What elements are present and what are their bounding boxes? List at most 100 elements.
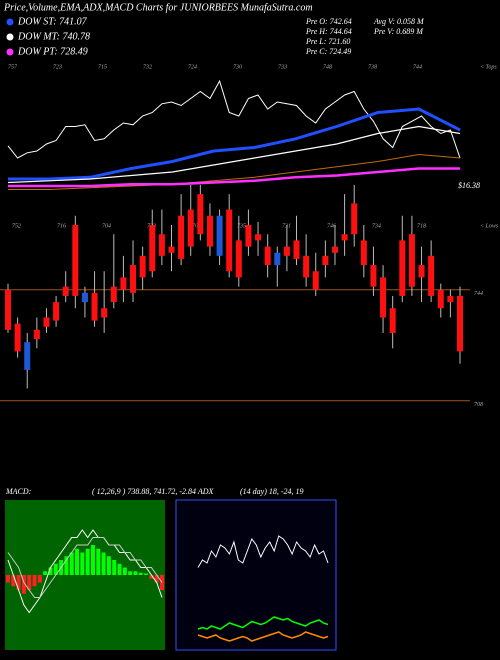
- candle-body: [303, 255, 310, 278]
- histogram-bar: [101, 552, 106, 575]
- histogram-bar: [69, 552, 74, 575]
- candle-body: [457, 295, 463, 352]
- line-series: [8, 167, 460, 188]
- histogram-bar: [11, 575, 16, 587]
- top-label: 723: [53, 64, 62, 70]
- histogram-bar: [128, 571, 133, 575]
- histogram-bar: [133, 571, 138, 575]
- low-label: 718: [417, 223, 426, 229]
- stat: Pre H: 744.64: [305, 27, 352, 36]
- histogram-bar: [144, 573, 149, 575]
- histogram-bar: [106, 556, 111, 575]
- macd-line: [7, 537, 163, 598]
- y-tick-label: 708: [474, 402, 483, 408]
- right-label: $16.38: [458, 181, 480, 190]
- candle-body: [62, 286, 69, 296]
- candle-body: [168, 246, 175, 253]
- candle-body: [322, 255, 329, 266]
- lows-label: < Lows: [480, 223, 499, 229]
- candle-body: [274, 252, 281, 266]
- histogram-bar: [96, 548, 101, 575]
- adx-line: [197, 535, 329, 568]
- legend-label: DOW ST: 741.07: [17, 16, 88, 27]
- candle-body: [178, 215, 185, 259]
- candle-body: [197, 194, 204, 235]
- histogram-bar: [48, 567, 53, 575]
- histogram-bar: [16, 575, 21, 590]
- stat: Pre O: 742.64: [305, 17, 352, 26]
- candle-body: [389, 308, 396, 333]
- candle-body: [33, 329, 40, 340]
- stat: Pre V: 0.689 M: [373, 27, 424, 36]
- line-series: [7, 125, 461, 184]
- candle-body: [312, 271, 319, 290]
- candle-body: [264, 246, 271, 266]
- candle-body: [255, 234, 262, 241]
- histogram-bar: [149, 575, 154, 579]
- candle-body: [81, 292, 88, 303]
- candle-body: [139, 255, 146, 278]
- top-label: 744: [413, 63, 422, 70]
- adx-line: [197, 631, 329, 642]
- adx-panel: [175, 499, 337, 651]
- candle-body: [428, 255, 435, 296]
- stat: Pre L: 721.60: [305, 37, 350, 46]
- histogram-bar: [85, 548, 90, 575]
- stat: Pre C: 724.49: [305, 47, 351, 56]
- low-label: 734: [372, 222, 381, 229]
- histogram-bar: [32, 575, 37, 587]
- candle-body: [399, 240, 406, 296]
- candle-body: [24, 342, 31, 370]
- top-label: 730: [233, 64, 242, 70]
- candle-body: [331, 246, 338, 253]
- histogram-bar: [6, 575, 10, 583]
- candle-body: [341, 234, 348, 241]
- histogram-bar: [122, 567, 127, 575]
- top-label: 738: [368, 64, 377, 70]
- adx-line: [197, 616, 329, 630]
- candle-body: [283, 246, 290, 256]
- candle-body: [72, 225, 79, 296]
- candle-body: [360, 240, 367, 266]
- line-series: [8, 153, 461, 190]
- top-label: 757: [8, 64, 18, 70]
- histogram-bar: [75, 548, 80, 575]
- legend-swatch: [6, 18, 14, 26]
- low-label: 752: [12, 223, 21, 229]
- macd-panel: [5, 500, 165, 650]
- histogram-bar: [117, 563, 122, 575]
- histogram-bar: [112, 560, 117, 575]
- macd-params: ( 12,26,9 ) 738.88, 741.72, -2.84 ADX: [92, 487, 215, 496]
- top-label: 724: [188, 63, 197, 70]
- histogram-bar: [154, 575, 159, 583]
- candle-body: [206, 215, 213, 247]
- adx-label: (14 day) 18, -24, 19: [240, 487, 304, 496]
- low-label: 746: [327, 222, 336, 229]
- top-label: 733: [278, 64, 287, 70]
- candle-body: [14, 323, 21, 352]
- low-label: 735: [237, 223, 246, 229]
- candle-body: [245, 225, 252, 247]
- candle-body: [351, 203, 358, 235]
- tops-label: < Tops: [480, 64, 497, 70]
- histogram-bar: [27, 575, 32, 590]
- candle-body: [130, 265, 137, 293]
- candle-body: [187, 209, 194, 247]
- candle-body: [120, 277, 127, 290]
- legend-swatch: [6, 48, 14, 56]
- histogram-bar: [138, 572, 143, 575]
- candle-body: [43, 317, 50, 327]
- legend-label: DOW MT: 740.78: [17, 31, 90, 42]
- y-tick-label: 744: [474, 290, 483, 297]
- candle-body: [158, 234, 165, 256]
- candle-body: [380, 277, 387, 318]
- candle-body: [226, 209, 233, 272]
- candle-body: [447, 295, 454, 303]
- low-label: 707: [192, 223, 202, 229]
- histogram-bar: [43, 571, 48, 575]
- line-series: [7, 79, 461, 159]
- candle-body: [408, 234, 415, 287]
- candle-body: [149, 225, 156, 272]
- stat: Avg V: 0.058 M: [373, 17, 425, 26]
